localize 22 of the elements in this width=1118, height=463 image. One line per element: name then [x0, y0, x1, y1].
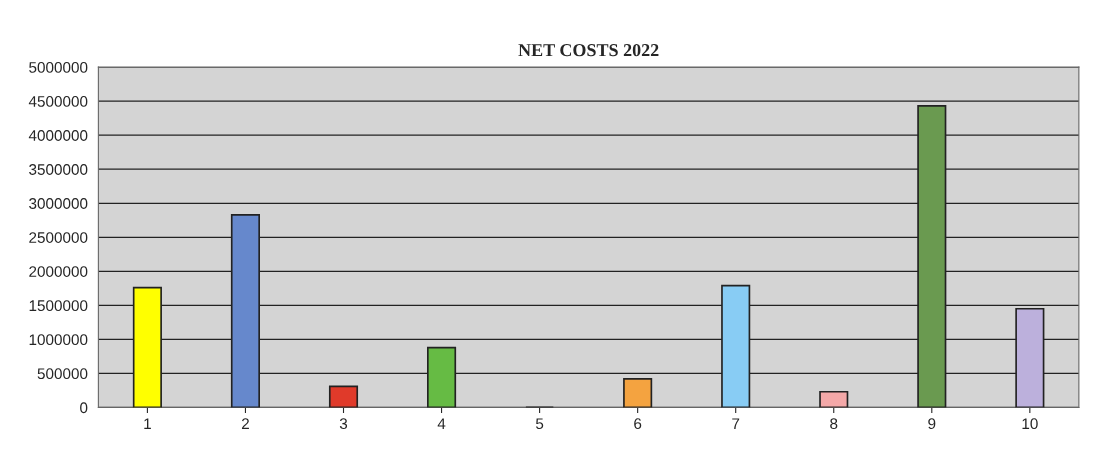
y-tick-label: 1000000	[29, 334, 88, 346]
y-tick-label: 4500000	[28, 96, 88, 107]
x-tick-label: 1	[144, 418, 151, 429]
chart-title: NET COSTS 2022	[518, 44, 659, 57]
y-tick-label: 2500000	[29, 232, 88, 243]
y-tick-label: 2000000	[29, 266, 88, 277]
x-tick-label: 6	[634, 418, 642, 430]
x-tick-label: 9	[928, 418, 936, 430]
y-tick-label: 5000000	[29, 62, 88, 73]
x-tick-label: 2	[241, 418, 249, 429]
y-tick-label: 0	[80, 402, 88, 414]
y-tick-label: 3500000	[29, 164, 88, 175]
x-tick-label: 3	[339, 418, 348, 430]
y-tick-label: 3000000	[29, 198, 88, 209]
y-tick-label: 1500000	[29, 300, 88, 312]
y-tick-label: 500000	[37, 368, 88, 380]
x-tick-label: 5	[535, 418, 544, 430]
y-tick-label: 4000000	[28, 130, 88, 141]
x-tick-label: 10	[1022, 418, 1038, 430]
x-tick-label: 4	[437, 418, 446, 429]
x-tick-label: 7	[732, 418, 740, 429]
x-tick-label: 8	[830, 418, 838, 430]
